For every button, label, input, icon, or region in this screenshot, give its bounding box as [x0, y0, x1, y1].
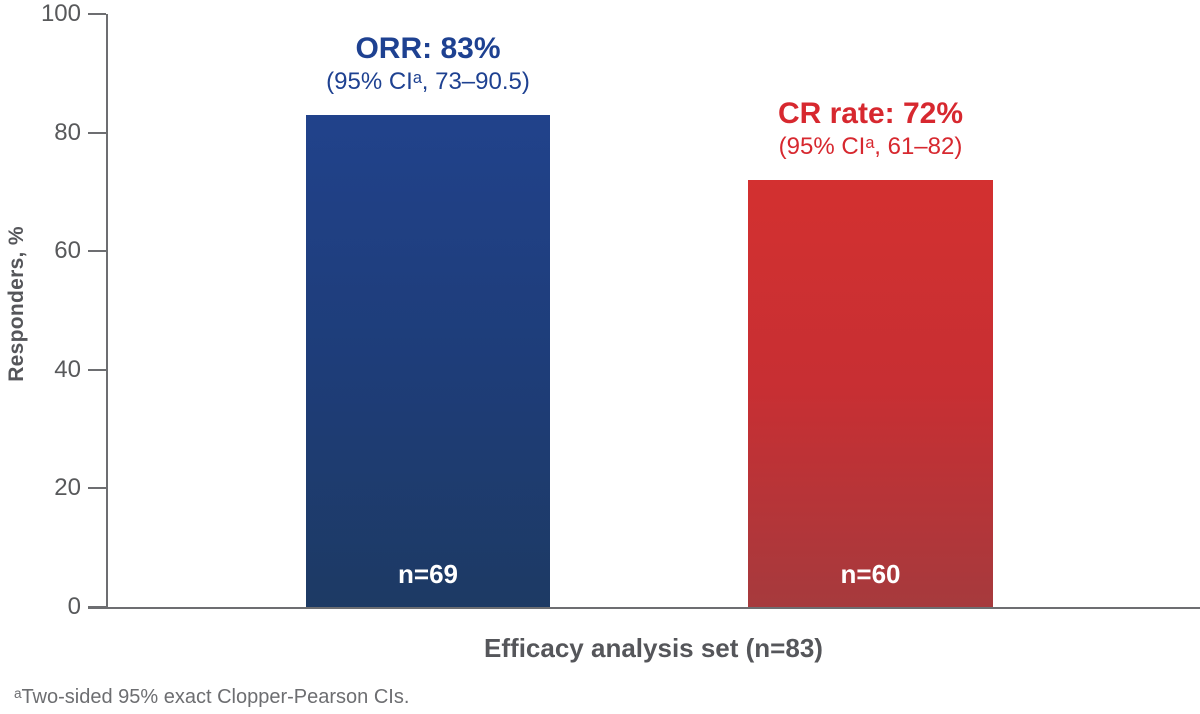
y-tick-label: 20: [54, 474, 81, 502]
footnote: ᵃTwo-sided 95% exact Clopper-Pearson CIs…: [14, 686, 410, 708]
y-tick-mark: [88, 13, 106, 15]
bar-cr: n=60: [748, 180, 993, 607]
x-axis-label: Efficacy analysis set (n=83): [484, 633, 823, 663]
y-tick-label: 100: [40, 0, 81, 27]
bar-headline-orr: ORR: 83%: [355, 31, 501, 65]
bar-annotation-cr: CR rate: 72% (95% CIᵃ, 61–82): [778, 96, 963, 162]
bar-ci-cr: (95% CIᵃ, 61–82): [778, 133, 963, 161]
y-tick-label: 80: [54, 118, 81, 146]
y-tick-mark: [88, 368, 106, 371]
bar-ci-orr: (95% CIᵃ, 73–90.5): [326, 67, 530, 95]
y-tick-mark: [88, 250, 106, 253]
y-tick-mark: [88, 606, 106, 608]
y-tick-label: 40: [54, 355, 81, 383]
y-tick-mark: [88, 487, 106, 490]
bar-group-orr: ORR: 83% (95% CIᵃ, 73–90.5) n=69: [306, 14, 550, 607]
x-axis-line: [88, 607, 1200, 609]
y-tick-mark: [88, 131, 106, 134]
bar-headline-cr: CR rate: 72%: [777, 97, 964, 131]
bar-n-label-cr: n=60: [840, 559, 901, 589]
y-tick-label: 0: [67, 593, 81, 620]
y-axis-line: [106, 14, 108, 607]
plot-area: 0 20 40 60 80 100 ORR: 83% (95% CIᵃ, 73–90.5)…: [41, 2, 1200, 619]
bar-orr: n=69: [306, 114, 550, 607]
bar-group-cr: CR rate: 72% (95% CIᵃ, 61–82) n=60: [748, 14, 993, 607]
y-tick-label: 60: [54, 237, 81, 265]
bar-n-label-orr: n=69: [398, 559, 458, 589]
bar-annotation-orr: ORR: 83% (95% CIᵃ, 73–90.5): [326, 31, 530, 97]
